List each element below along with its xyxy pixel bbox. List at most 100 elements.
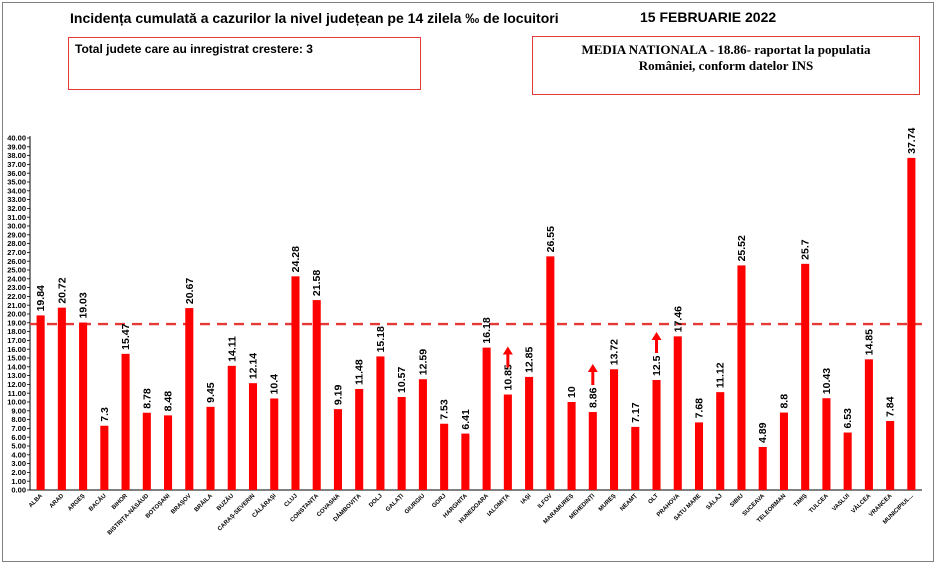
bar-value-label: 21.58 (311, 270, 323, 296)
y-tick-label: 33.00 (7, 195, 26, 204)
national-average-box: MEDIA NATIONALA - 18.86- raportat la pop… (532, 36, 920, 95)
y-tick-label: 30.00 (7, 222, 26, 231)
bar (737, 265, 746, 490)
bar (57, 307, 66, 490)
x-tick-label: SĂLAJ (705, 492, 724, 511)
x-tick-label: ALBA (28, 493, 44, 509)
x-tick-label: IAȘI (520, 493, 533, 506)
x-tick-label: BIHOR (111, 493, 129, 511)
x-tick-label: SIBIU (729, 493, 745, 509)
x-tick-label: ARAD (49, 493, 66, 510)
bar (631, 426, 640, 490)
bar-value-label: 11.12 (715, 362, 727, 388)
bar-value-label: 7.17 (630, 402, 642, 423)
national-average-line2: României, conform datelor INS (638, 58, 814, 73)
y-tick-label: 21.00 (7, 301, 26, 310)
y-tick-label: 19.00 (7, 318, 26, 327)
y-tick-label: 37.00 (7, 160, 26, 169)
bar (142, 412, 151, 490)
bar (694, 422, 704, 490)
bar (355, 388, 364, 490)
x-tick-label: CARAȘ-SEVERIN (217, 493, 256, 532)
bar-value-label: 17.46 (672, 306, 684, 332)
bar-value-label: 13.72 (609, 339, 621, 365)
x-tick-label: BACĂU (87, 492, 107, 512)
x-tick-label: VÂLCEA (850, 492, 873, 515)
report-date: 15 FEBRUARIE 2022 (640, 9, 777, 25)
y-tick-label: 4.00 (11, 450, 26, 459)
bar-value-label: 20.67 (184, 278, 196, 304)
y-tick-label: 13.00 (7, 371, 26, 380)
y-tick-label: 35.00 (7, 178, 26, 187)
y-tick-label: 31.00 (7, 213, 26, 222)
bar (758, 446, 767, 490)
bar (185, 308, 194, 490)
bar-value-label: 6.53 (842, 408, 854, 429)
bar (36, 315, 45, 490)
y-tick-label: 7.00 (11, 424, 26, 433)
y-tick-label: 20.00 (7, 310, 26, 319)
y-tick-label: 6.00 (11, 433, 26, 442)
y-tick-label: 25.00 (7, 266, 26, 275)
bar-value-label: 11.48 (354, 359, 366, 385)
bar-value-label: 7.53 (439, 399, 451, 420)
y-tick-label: 1.00 (11, 477, 26, 486)
bar (864, 359, 873, 490)
y-tick-label: 15.00 (7, 354, 26, 363)
bar (779, 412, 788, 490)
x-tick-label: MUREȘ (598, 493, 618, 513)
x-tick-label: GORJ (431, 493, 447, 509)
x-tick-label: NEAMȚ (619, 493, 639, 513)
bar-value-label: 12.14 (248, 353, 260, 379)
bar-value-label: 10.43 (821, 368, 833, 394)
bar (546, 256, 555, 490)
x-tick-label: ILFOV (537, 493, 554, 510)
y-tick-label: 16.00 (7, 345, 26, 354)
increase-count-text: Total judete care au inregistrat crester… (75, 42, 313, 56)
bar-value-label: 8.86 (587, 387, 599, 408)
x-tick-label: CLUJ (284, 493, 299, 508)
bar (461, 433, 470, 490)
increase-arrow-icon (502, 346, 513, 368)
y-tick-label: 9.00 (11, 406, 26, 415)
bar-value-label: 19.84 (35, 285, 47, 311)
increase-arrow-icon (587, 364, 598, 386)
bar (248, 383, 258, 490)
y-tick-label: 28.00 (7, 239, 26, 248)
y-tick-label: 18.00 (7, 327, 26, 336)
bar-value-label: 7.68 (694, 398, 706, 419)
bar (397, 396, 406, 490)
bar-value-label: 8.48 (163, 391, 175, 412)
bar (270, 398, 279, 490)
bar-value-label: 4.89 (757, 422, 769, 443)
y-tick-label: 2.00 (11, 468, 26, 477)
y-tick-label: 36.00 (7, 169, 26, 178)
y-tick-label: 0.00 (11, 486, 26, 495)
x-tick-label: VASLUI (832, 493, 852, 513)
bar (418, 379, 427, 490)
chart-frame (2, 2, 934, 562)
bar (610, 369, 619, 490)
bar (907, 157, 916, 490)
bar-value-label: 15.18 (375, 326, 387, 352)
bar-value-label: 8.78 (141, 388, 153, 409)
y-tick-label: 5.00 (11, 442, 26, 451)
increase-count-box: Total judete care au inregistrat crester… (68, 37, 421, 90)
bar-value-label: 26.55 (545, 226, 557, 252)
bar-value-label: 9.45 (205, 382, 217, 403)
y-tick-label: 40.00 (7, 134, 26, 143)
bar (121, 353, 130, 490)
bar-value-label: 10.4 (269, 374, 281, 395)
bar-value-label: 9.19 (332, 385, 344, 406)
chart-title: Incidența cumulată a cazurilor la nivel … (70, 10, 559, 26)
bar (673, 336, 682, 490)
bar-value-label: 25.52 (736, 235, 748, 261)
bar-value-label: 25.7 (800, 239, 812, 260)
bar-value-label: 24.28 (290, 246, 302, 272)
x-tick-label: IALOMIȚA (487, 493, 512, 518)
bar (822, 398, 831, 490)
y-tick-label: 39.00 (7, 142, 26, 151)
bar-value-label: 12.59 (417, 349, 429, 375)
bar-value-label: 14.11 (226, 336, 238, 362)
bar (376, 356, 385, 490)
